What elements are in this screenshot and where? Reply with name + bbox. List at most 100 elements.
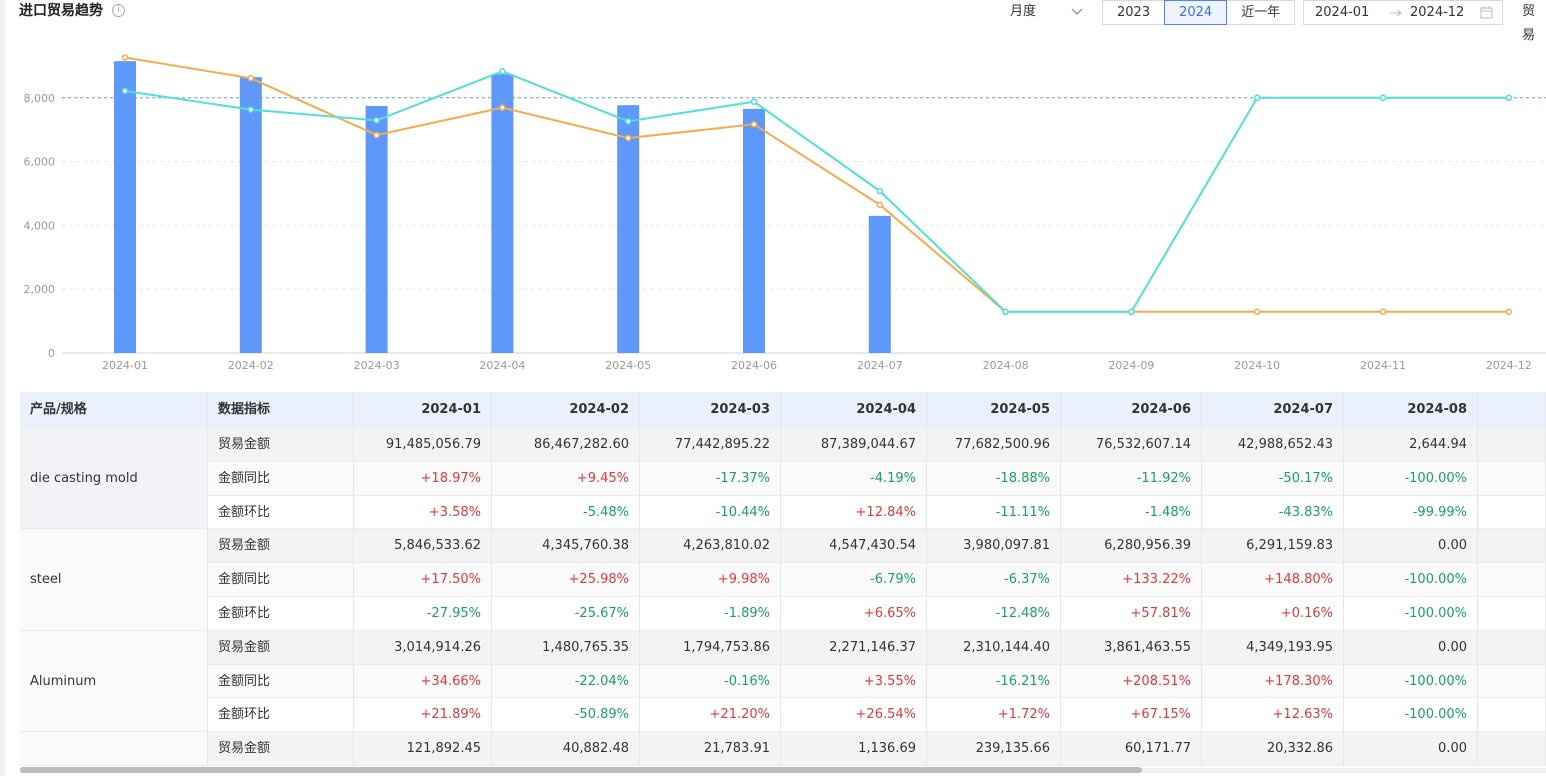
metric-cell: 金额同比 [208, 563, 354, 597]
date-end: 2024-12 [1410, 5, 1465, 20]
metric-cell: 金额环比 [208, 698, 354, 733]
x-tick-label: 2024-08 [983, 359, 1029, 372]
column-header: 2024-05 [927, 392, 1061, 428]
value-cell: 3,014,914.26 [354, 630, 492, 665]
point [373, 131, 380, 139]
value-cell: +12.63% [1202, 698, 1344, 733]
column-header: 2024-08 [1344, 392, 1478, 428]
value-cell: 6,280,956.39 [1061, 529, 1202, 564]
value-cell: -50.89% [492, 698, 640, 733]
value-cell: +12.84% [781, 495, 927, 530]
date-range[interactable]: 2024-01 2024-12 [1303, 0, 1503, 25]
value-cell: 20,332.86 [1202, 732, 1344, 766]
value-cell: -11.11% [927, 495, 1061, 530]
column-header: 2024-06 [1061, 392, 1202, 428]
value-cell: -6.79% [781, 563, 927, 597]
bar [743, 108, 765, 354]
value-cell: 42,988,652.43 [1202, 428, 1344, 462]
value-cell: 4,349,193.95 [1202, 630, 1344, 665]
point [750, 121, 758, 128]
point [750, 98, 758, 105]
x-tick-label: 2024-11 [1360, 359, 1406, 372]
y-tick-label: 2,000 [24, 283, 56, 296]
value-cell: -6.37% [927, 563, 1061, 597]
point [1253, 94, 1261, 102]
value-cell: -100.00% [1344, 664, 1478, 699]
value-cell: 5,846,533.62 [354, 529, 492, 564]
point [121, 54, 129, 61]
line [124, 56, 1509, 313]
value-cell: +9.98% [640, 563, 781, 597]
value-cell: 3,980,097.81 [927, 529, 1061, 564]
value-cell: 0.00 [1344, 732, 1478, 766]
x-tick-label: 2024-01 [102, 359, 148, 372]
value-cell: +6.65% [781, 597, 927, 631]
year-button[interactable]: 2023 [1102, 0, 1166, 25]
value-cell: -1.89% [640, 597, 781, 631]
y-tick-label: 4,000 [24, 219, 56, 232]
value-cell [1478, 698, 1546, 733]
value-cell [1478, 428, 1546, 462]
value-cell: -22.04% [492, 664, 640, 699]
point [1253, 308, 1261, 316]
value-cell: +133.22% [1061, 563, 1202, 597]
metric-cell: 金额环比 [208, 597, 354, 631]
value-cell: 4,547,430.54 [781, 529, 927, 564]
period-select[interactable]: 月度 [1005, 0, 1095, 24]
metric-cell: 金额环比 [208, 495, 354, 530]
metric-cell: 贸易金额 [208, 529, 354, 564]
value-cell: 40,882.48 [492, 732, 640, 766]
point [1505, 94, 1513, 102]
metric-cell: 贸易金额 [208, 630, 354, 665]
column-header [1478, 392, 1546, 428]
year-button[interactable]: 2024 [1164, 0, 1228, 25]
bar [239, 77, 262, 353]
chevron [1071, 8, 1083, 15]
x-tick-label: 2024-06 [731, 359, 777, 372]
value-cell: +21.20% [640, 698, 781, 733]
point [1505, 308, 1513, 316]
bar [617, 105, 640, 353]
value-cell: -5.48% [492, 495, 640, 530]
value-cell: 2,271,146.37 [781, 630, 927, 665]
value-cell: -17.37% [640, 461, 781, 496]
value-cell: -100.00% [1344, 563, 1478, 597]
period-select-text: 月度 [1010, 4, 1037, 19]
value-cell: -16.21% [927, 664, 1061, 699]
value-cell: 239,135.66 [927, 732, 1061, 766]
scrollbar-thumb[interactable] [20, 767, 1142, 773]
year-button[interactable]: 近一年 [1226, 0, 1296, 25]
point [247, 106, 255, 113]
bar [491, 74, 514, 354]
column-header: 数据指标 [208, 392, 354, 428]
point [499, 68, 506, 75]
value-cell: +26.54% [781, 698, 927, 733]
value-cell [1478, 664, 1546, 699]
calendar-icon [1480, 6, 1493, 19]
value-cell: 1,480,765.35 [492, 630, 640, 665]
value-cell: 76,532,607.14 [1061, 428, 1202, 462]
value-cell: +0.16% [1202, 597, 1344, 631]
value-cell: 4,263,810.02 [640, 529, 781, 564]
x-tick-label: 2024-03 [354, 359, 400, 372]
value-cell: +3.55% [781, 664, 927, 699]
bar [114, 61, 136, 353]
info-icon[interactable]: i [112, 4, 125, 17]
value-cell: -12.48% [927, 597, 1061, 631]
value-cell: -25.67% [492, 597, 640, 631]
metric-cell: 金额同比 [208, 664, 354, 699]
value-cell: +3.58% [354, 495, 492, 530]
line [124, 70, 1509, 313]
product-cell: die casting mold [20, 428, 208, 530]
trade-select[interactable]: 贸易 [1522, 4, 1536, 43]
value-cell [1478, 529, 1546, 564]
value-cell: +1.72% [927, 698, 1061, 733]
value-cell [1478, 630, 1546, 665]
value-cell: -50.17% [1202, 461, 1344, 496]
column-header: 2024-04 [781, 392, 927, 428]
year-buttons: 2023 2024 近一年 [1102, 0, 1296, 25]
point [624, 134, 632, 142]
value-cell: 0.00 [1344, 630, 1478, 665]
value-cell: 0.00 [1344, 529, 1478, 564]
value-cell [1478, 597, 1546, 631]
